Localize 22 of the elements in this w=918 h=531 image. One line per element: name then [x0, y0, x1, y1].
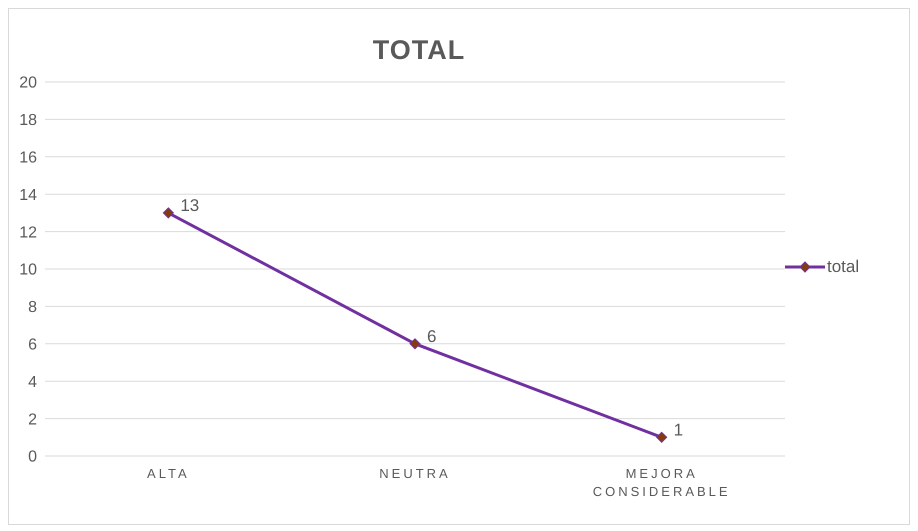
point [656, 432, 668, 443]
y-tick-label: 12 [19, 224, 38, 242]
data-label: 13 [180, 196, 200, 215]
y-tick-label: 4 [28, 374, 38, 391]
chart-title: TOTAL [372, 35, 466, 66]
data-label: 1 [674, 420, 684, 440]
y-tick-label: 8 [28, 299, 38, 316]
x-tick-label: NEUTRA [379, 466, 451, 481]
y-tick-label: 14 [19, 186, 38, 204]
y-tick-label: 6 [28, 336, 38, 354]
data-label: 6 [427, 326, 436, 346]
y-tick-label: 0 [28, 448, 38, 466]
x-tick-label: MEJORA CONSIDERABLE [592, 466, 731, 499]
y-tick-label: 2 [28, 411, 38, 428]
y-tick-label: 10 [19, 262, 38, 279]
point [410, 338, 420, 350]
y-tick-label: 20 [19, 74, 38, 92]
legend-label: total [827, 256, 860, 276]
y-tick-label: 16 [19, 149, 38, 166]
x-tick-label: ALTA [147, 466, 190, 481]
point [162, 207, 174, 218]
y-tick-label: 18 [19, 112, 38, 130]
